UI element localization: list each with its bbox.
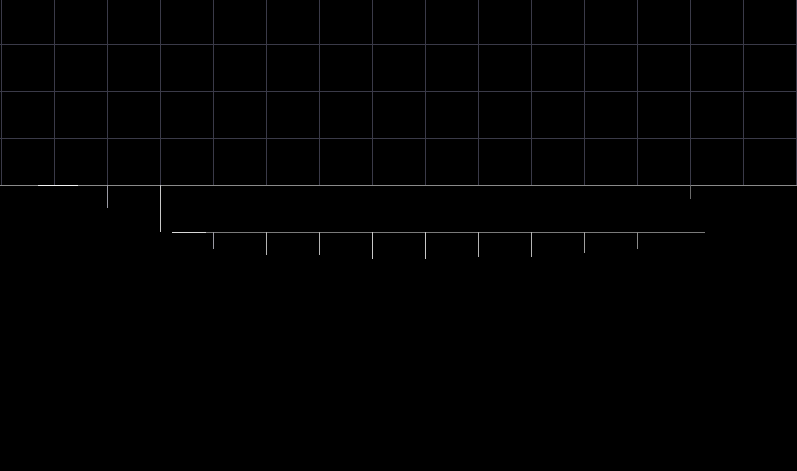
- grid-vline-10: [531, 0, 532, 185]
- grid-hline-0: [0, 44, 797, 45]
- secondary-rule: [172, 232, 705, 233]
- grid-vline-1: [54, 0, 55, 185]
- tick-mark-8: [531, 232, 532, 257]
- grid-vline-5: [266, 0, 267, 185]
- tick-mark-11: [690, 185, 691, 199]
- grid-vline-9: [478, 0, 479, 185]
- tick-mark-5: [372, 232, 373, 259]
- secondary-rule-highlight: [172, 232, 206, 233]
- tick-mark-3: [266, 232, 267, 255]
- grid-hline-1: [0, 91, 797, 92]
- grid-vline-14: [743, 0, 744, 185]
- grid-hline-2: [0, 138, 797, 139]
- grid-vline-8: [425, 0, 426, 185]
- grid-vline-2: [107, 0, 108, 185]
- empty-black-area: [0, 262, 797, 471]
- tick-mark-6: [425, 232, 426, 259]
- primary-rule: [0, 185, 797, 186]
- grid-vline-11: [584, 0, 585, 185]
- primary-rule-highlight: [38, 185, 78, 186]
- tick-mark-10: [637, 232, 638, 249]
- grid-vline-4: [213, 0, 214, 185]
- grid-vline-3: [160, 0, 161, 185]
- grid-vline-7: [372, 0, 373, 185]
- grid-vline-0: [1, 0, 2, 185]
- grid-vline-13: [690, 0, 691, 185]
- tick-mark-4: [319, 232, 320, 255]
- tick-mark-9: [584, 232, 585, 253]
- tick-mark-1: [160, 185, 161, 232]
- tick-mark-7: [478, 232, 479, 257]
- tick-mark-0: [107, 185, 108, 208]
- grid-vline-12: [637, 0, 638, 185]
- grid-vline-6: [319, 0, 320, 185]
- tick-mark-2: [213, 232, 214, 249]
